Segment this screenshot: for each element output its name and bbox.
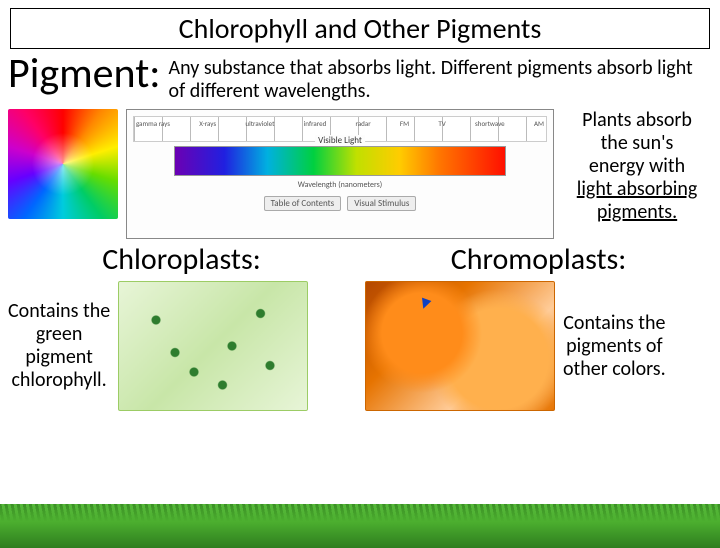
grass-footer-decoration (0, 504, 720, 548)
lower-row: Chloroplasts: Contains the green pigment… (0, 239, 720, 411)
pointer-arrow-icon (419, 298, 432, 311)
chloroplasts-section: Chloroplasts: Contains the green pigment… (8, 245, 355, 411)
figure-button-row: Table of Contents Visual Stimulus (133, 196, 547, 211)
em-label: X-rays (199, 119, 216, 141)
chromoplasts-description: Contains the pigments of other colors. (563, 312, 666, 381)
text-line: Contains the (563, 311, 665, 335)
visual-stimulus-button: Visual Stimulus (347, 196, 416, 211)
electromagnetic-spectrum-figure: gamma rays X-rays ultraviolet infrared r… (126, 109, 554, 239)
em-label: gamma rays (136, 119, 170, 141)
pigment-definition-row: Pigment: Any substance that absorbs ligh… (0, 53, 720, 103)
slide-title: Chlorophyll and Other Pigments (10, 8, 710, 49)
em-label: TV (438, 119, 445, 141)
text-underline: pigments. (597, 200, 677, 224)
chloroplast-micrograph (118, 281, 308, 411)
text-line: Contains the (8, 299, 110, 323)
text-line: the sun's (601, 131, 674, 155)
plants-absorb-text: Plants absorb the sun's energy with ligh… (562, 109, 712, 224)
chromoplasts-section: Chromoplasts: Contains the pigments of o… (365, 245, 712, 411)
chloroplasts-heading: Chloroplasts: (102, 245, 260, 275)
rainbow-flower-image (8, 109, 118, 219)
text-line: energy with (589, 154, 685, 178)
chloroplasts-description: Contains the green pigment chlorophyll. (8, 300, 110, 392)
em-label: shortwave (475, 119, 505, 141)
chromoplast-micrograph (365, 281, 555, 411)
text-line: pigment (25, 345, 92, 369)
middle-row: gamma rays X-rays ultraviolet infrared r… (0, 103, 720, 239)
em-label: FM (400, 119, 409, 141)
text-line: chlorophyll. (11, 368, 106, 392)
pigment-label: Pigment: (8, 53, 161, 95)
text-line: green (36, 322, 83, 346)
wavelength-axis-label: Wavelength (nanometers) (133, 180, 547, 190)
chromoplasts-heading: Chromoplasts: (451, 245, 627, 275)
pigment-definition: Any substance that absorbs light. Differ… (169, 53, 712, 103)
text-line: Plants absorb (582, 108, 692, 132)
em-label: AM (534, 119, 544, 141)
text-line: pigments of (566, 334, 662, 358)
visible-light-band (174, 146, 505, 176)
text-underline: light absorbing (577, 177, 698, 201)
em-label: ultraviolet (245, 119, 274, 141)
text-line: other colors. (563, 357, 666, 381)
table-of-contents-button: Table of Contents (264, 196, 342, 211)
